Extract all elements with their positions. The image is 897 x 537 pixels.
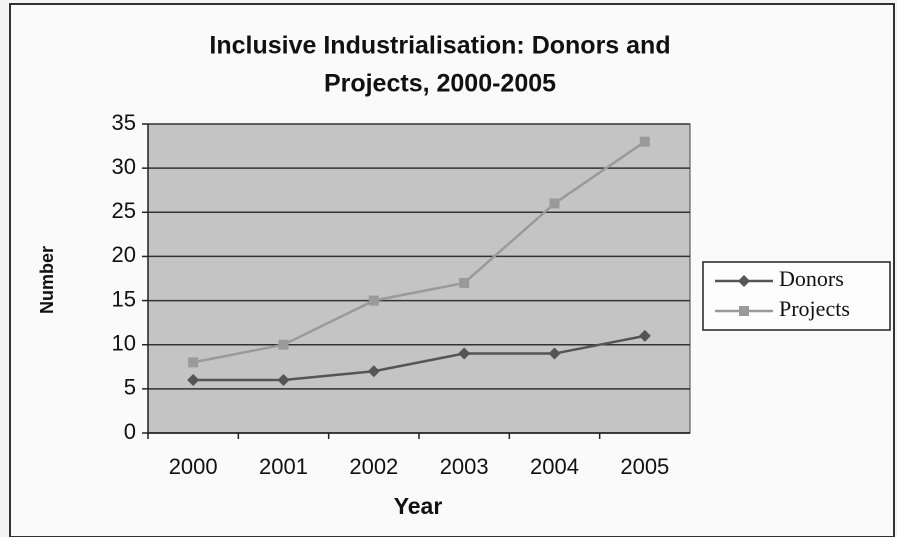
x-tick-label: 2003 (440, 454, 489, 479)
series-line (193, 334, 646, 382)
point (368, 295, 379, 306)
legend-label: Projects (779, 296, 850, 321)
series-line (192, 140, 646, 364)
legend-label: Donors (779, 266, 844, 291)
point (278, 339, 289, 350)
point (639, 136, 650, 147)
y-tick-label: 10 (112, 331, 136, 356)
point (638, 329, 651, 342)
x-axis-label: Year (394, 493, 443, 519)
y-axis-label: Number (37, 246, 57, 314)
x-tick-label: 2005 (620, 454, 669, 479)
point (367, 365, 380, 378)
y-tick-label: 15 (112, 286, 136, 311)
point (548, 347, 561, 360)
point (277, 374, 290, 387)
point (458, 347, 471, 360)
x-tick-label: 2000 (169, 454, 218, 479)
x-tick-label: 2002 (349, 454, 398, 479)
y-tick-label: 5 (124, 375, 136, 400)
chart-title: Projects, 2000-2005 (324, 70, 556, 98)
point (739, 306, 749, 316)
y-tick-label: 30 (112, 154, 136, 179)
point (549, 198, 560, 209)
y-tick-label: 25 (112, 198, 136, 223)
plot-area (147, 123, 691, 434)
point (459, 277, 470, 288)
point (188, 357, 199, 368)
y-tick-label: 35 (112, 110, 136, 135)
x-tick-label: 2004 (530, 454, 579, 479)
x-tick-label: 2001 (259, 454, 308, 479)
point (738, 275, 750, 287)
y-tick-label: 0 (124, 419, 136, 444)
y-tick-label: 20 (112, 242, 136, 267)
chart-title: Inclusive Industrialisation: Donors and (209, 32, 670, 60)
legend (702, 261, 891, 331)
point (187, 374, 200, 387)
